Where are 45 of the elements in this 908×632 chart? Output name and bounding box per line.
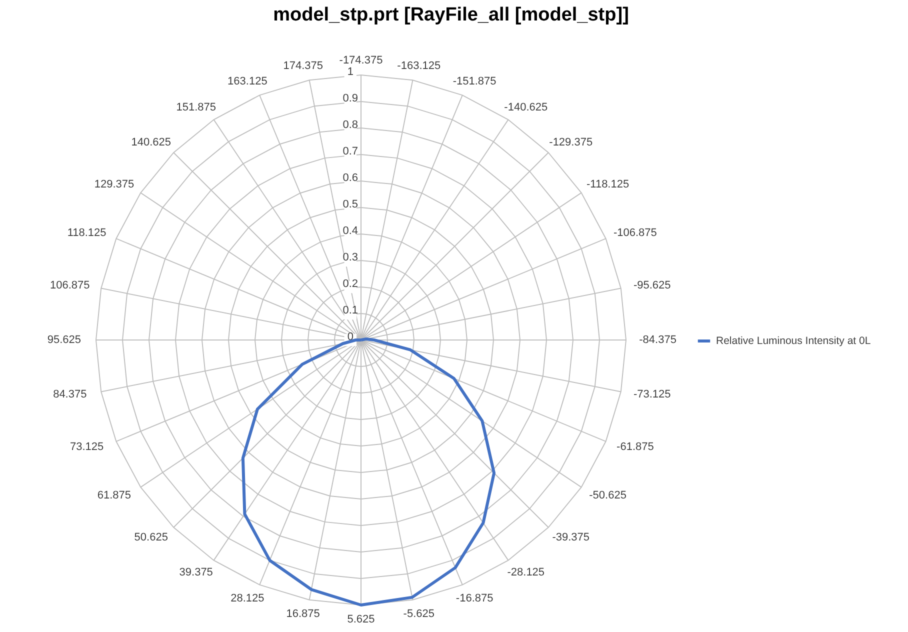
- spoke-label: 16.875: [286, 608, 320, 620]
- spoke-label: 73.125: [70, 440, 104, 453]
- spoke-label: -16.875: [456, 592, 494, 604]
- spoke-label: 174.375: [283, 60, 323, 72]
- y-tick-label: 0: [347, 331, 354, 343]
- spoke-label: 118.125: [67, 227, 106, 240]
- spoke-label: -118.125: [586, 178, 630, 191]
- spoke-label: -163.125: [397, 60, 441, 72]
- spoke-label: -95.625: [633, 279, 671, 292]
- chart-title: model_stp.prt [RayFile_all [model_stp]]: [273, 4, 629, 26]
- spoke-label: 151.875: [176, 102, 216, 114]
- spoke-label: 28.125: [230, 592, 264, 604]
- spoke-label: 163.125: [228, 76, 268, 88]
- y-tick-label: 0.6: [342, 172, 358, 184]
- spoke-label: -39.375: [552, 532, 590, 544]
- spoke-label: 50.625: [134, 532, 168, 544]
- spoke-label: 61.875: [97, 489, 132, 502]
- y-tick-label: 0.8: [342, 119, 358, 131]
- spoke-label: 84.375: [53, 388, 87, 401]
- spoke-label: 5.625: [347, 614, 375, 626]
- spoke-label: 129.375: [94, 178, 134, 191]
- spoke-label: -84.375: [639, 334, 676, 346]
- y-tick-label: 1: [347, 66, 354, 78]
- spoke-label: 106.875: [50, 279, 90, 292]
- y-tick-label: 0.2: [342, 278, 358, 290]
- y-tick-label: 0.5: [342, 198, 358, 210]
- spoke-label: -129.375: [549, 136, 593, 148]
- spoke-label: -28.125: [507, 566, 545, 578]
- spoke-label: -151.875: [452, 76, 496, 88]
- spoke-label: -50.625: [589, 489, 626, 502]
- spoke-label: -61.875: [616, 440, 654, 453]
- spoke-label: 39.375: [179, 566, 213, 578]
- spoke-label: -73.125: [633, 388, 671, 401]
- y-tick-label: 0.7: [342, 146, 358, 158]
- y-tick-label: 0.3: [342, 252, 358, 264]
- legend-label: Relative Luminous Intensity at 0L: [716, 335, 871, 347]
- spoke-label: -5.625: [403, 608, 435, 620]
- spoke-label: -174.375: [339, 54, 383, 66]
- spoke-label: 140.625: [131, 136, 172, 148]
- y-tick-label: 0.1: [342, 304, 358, 316]
- spoke-label: -106.875: [613, 227, 657, 240]
- y-tick-label: 0.9: [342, 92, 358, 104]
- y-tick-label: 0.4: [342, 225, 358, 237]
- spoke-label: -140.625: [504, 102, 548, 114]
- spoke-label: 95.625: [47, 334, 82, 346]
